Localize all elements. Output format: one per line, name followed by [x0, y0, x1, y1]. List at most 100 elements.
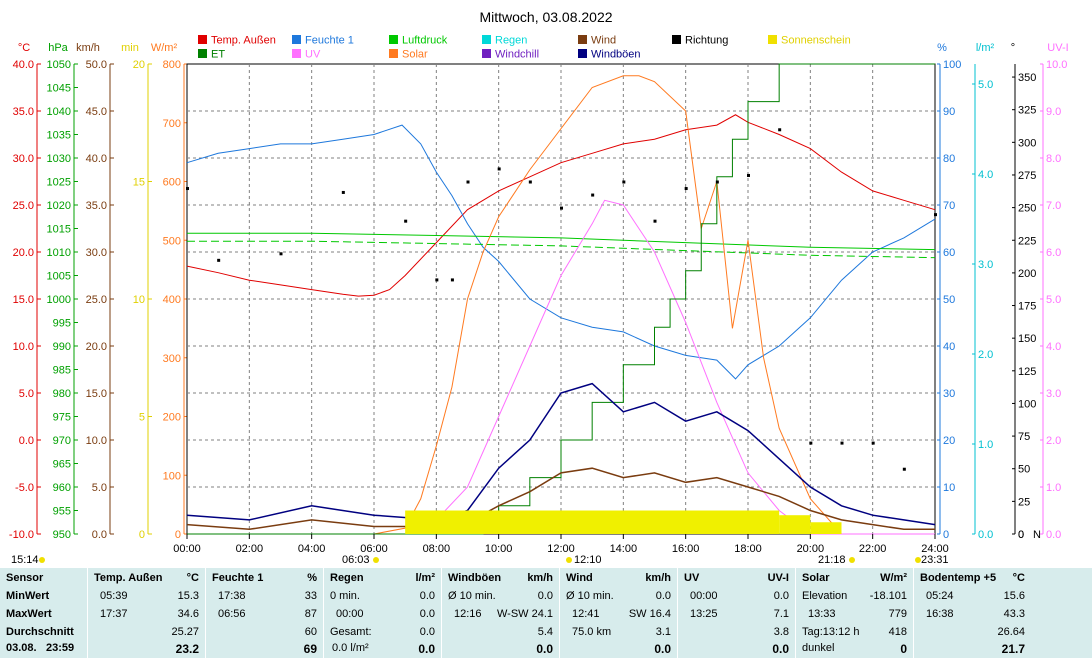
wind-direction-point — [435, 278, 439, 282]
boden-min-value: 15.6 — [1003, 590, 1025, 602]
plot-area — [186, 63, 937, 535]
stats-label-max: MaxWert — [6, 608, 52, 620]
left-tick-label: 20 — [133, 59, 145, 71]
left-axis-unit: W/m² — [151, 42, 178, 54]
sun-icon — [39, 557, 45, 563]
series-line-et — [187, 63, 935, 535]
chart-legend: Temp. Außen Feuchte 1 Luftdruck Regen Wind Ri… — [198, 35, 851, 61]
left-tick-label: 1000 — [47, 294, 71, 306]
right-tick-label: 2.0 — [978, 349, 993, 361]
wind-direction-point — [934, 213, 937, 217]
left-tick-label: 1025 — [47, 177, 71, 189]
wind-direction-point — [497, 167, 501, 171]
sunset-icon — [849, 557, 855, 563]
left-tick-label: 1010 — [47, 247, 71, 259]
right-tick-label: 8.0 — [1046, 153, 1061, 165]
left-tick-label: 1015 — [47, 224, 71, 236]
left-tick-label: 35.0 — [13, 106, 34, 118]
stats-col-sensor: Sensor MinWert MaxWert Durchschnitt 03.0… — [0, 568, 86, 658]
wind-direction-point — [279, 252, 283, 256]
left-tick-label: 700 — [163, 118, 181, 130]
left-tick-label: 975 — [53, 412, 71, 424]
stats-time: 23:59 — [46, 642, 75, 654]
wind-distance: 75.0 km — [572, 626, 612, 638]
left-tick-label: 15 — [133, 177, 145, 189]
compass-north-label: N — [1033, 529, 1041, 541]
left-tick-label: 995 — [53, 318, 71, 330]
wind-direction-point — [778, 128, 782, 132]
sunrise-icon — [373, 557, 379, 563]
left-tick-label: 1030 — [47, 153, 71, 165]
legend-swatch — [482, 49, 491, 58]
wind-direction-point — [747, 173, 750, 177]
series-line-windb-en — [186, 382, 936, 526]
stats-col-temp: Temp. Außen °C 05:39 15.3 17:37 34.6 25.… — [87, 568, 205, 658]
right-tick-label: 90 — [943, 106, 955, 118]
left-tick-label: 965 — [53, 459, 71, 471]
wind-direction-point — [341, 190, 345, 194]
left-tick-label: 1050 — [47, 59, 71, 71]
wind-direction-point — [653, 219, 657, 223]
stats-col-regen: Regen l/m² 0 min. 0.0 00:00 0.0 Gesamt: … — [323, 568, 441, 658]
stats-unit-uv: UV-I — [767, 572, 789, 584]
left-tick-label: 10.0 — [86, 435, 107, 447]
right-tick-label: 275 — [1018, 170, 1036, 182]
left-tick-label: 0 — [139, 529, 145, 541]
temp-avg-value: 25.27 — [171, 626, 199, 638]
stats-unit-regen: l/m² — [415, 572, 435, 584]
left-tick-label: 0.0 — [19, 435, 34, 447]
left-tick-label: 10 — [133, 294, 145, 306]
x-tick-label: 04:00 — [298, 543, 326, 555]
left-tick-label: 1035 — [47, 130, 71, 142]
stats-col-windboen: Windböen km/h Ø 10 min. 0.0 12:16 W-SW 2… — [441, 568, 559, 658]
x-tick-label: 12:00 — [547, 543, 575, 555]
right-tick-label: 225 — [1018, 235, 1036, 247]
right-tick-label: 1.0 — [978, 439, 993, 451]
left-tick-label: 800 — [163, 59, 181, 71]
boden-current-value: 21.7 — [1001, 642, 1025, 656]
left-tick-label: 5.0 — [19, 388, 34, 400]
left-axis-unit: km/h — [76, 42, 100, 54]
right-axes: %1009080706050403020100l/m²5.04.03.02.01… — [937, 42, 1069, 541]
legend-swatch — [482, 35, 491, 44]
legend-label: ET — [211, 49, 225, 61]
regen-row4-label: 0.0 l/m² — [332, 642, 369, 654]
sunshine-bar — [467, 510, 561, 534]
wind-row1-value: 0.0 — [655, 590, 671, 602]
wind-direction-point — [528, 180, 532, 184]
noon-icon — [566, 557, 572, 563]
left-tick-label: 1045 — [47, 83, 71, 95]
moon-icon — [915, 557, 921, 563]
right-tick-label: 50 — [943, 294, 955, 306]
sunshine-bar — [654, 510, 748, 534]
solar-elevation-label: Elevation — [802, 590, 848, 602]
regen-row1-value: 0.0 — [419, 590, 435, 602]
wind-direction-point — [622, 180, 626, 184]
left-tick-label: 300 — [163, 353, 181, 365]
wind-current-value: 0.0 — [654, 642, 671, 656]
sunshine-bar — [810, 522, 842, 534]
wind-direction-point — [186, 187, 189, 191]
legend-swatch — [578, 35, 587, 44]
right-tick-label: 20 — [943, 435, 955, 447]
temp-current-value: 23.2 — [175, 642, 199, 656]
left-tick-label: 985 — [53, 365, 71, 377]
right-tick-label: 250 — [1018, 203, 1036, 215]
legend-swatch — [672, 35, 681, 44]
right-tick-label: 40 — [943, 341, 955, 353]
sunshine-bar — [779, 515, 811, 534]
x-tick-label: 10:00 — [485, 543, 513, 555]
wind-max-time: 12:41 — [572, 608, 600, 620]
right-tick-label: 6.0 — [1046, 247, 1061, 259]
temp-max-value: 34.6 — [177, 608, 199, 620]
moon-marker-label: 23:31 — [921, 554, 949, 566]
x-tick-label: 00:00 — [173, 543, 201, 555]
sunshine-bar — [748, 510, 780, 534]
stats-unit-wind: km/h — [645, 572, 671, 584]
windboen-max-time: 12:16 — [454, 608, 482, 620]
stats-col-feuchte: Feuchte 1 % 17:38 33 06:56 87 60 69 — [205, 568, 323, 658]
legend-swatch — [578, 49, 587, 58]
right-tick-label: 70 — [943, 200, 955, 212]
left-tick-label: -5.0 — [15, 482, 34, 494]
feuchte-max-time: 06:56 — [218, 608, 246, 620]
